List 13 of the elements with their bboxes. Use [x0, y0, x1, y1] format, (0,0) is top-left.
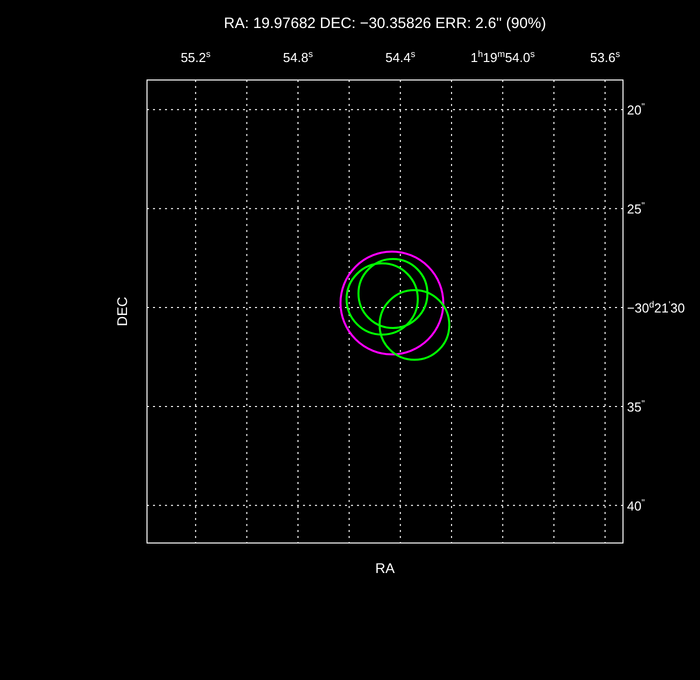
y-tick-label: −30$^{d}$21$^{'}$30	[627, 300, 685, 316]
y-tick-label: 25$^{"}$	[627, 200, 645, 217]
x-tick-label: 55.2$^{s}$	[180, 49, 212, 65]
x-tick-label: 1$^{h}$19$^{m}$54.0$^{s}$	[470, 49, 536, 65]
y-tick-label: 35$^{"}$	[627, 398, 645, 414]
chart-title: RA: 19.97682 DEC: −30.35826 ERR: 2.6'' (90%)	[224, 15, 546, 32]
x-tick-label: 53.6$^{s}$	[590, 49, 620, 65]
y-tick-label: 40$^{"}$	[627, 497, 645, 514]
y-tick-label: 20$^{"}$	[627, 102, 645, 118]
x-tick-label: 54.8$^{s}$	[283, 49, 314, 65]
x-tick-label: 54.4$^{s}$	[385, 49, 416, 65]
y-axis-title: DEC	[114, 296, 130, 326]
x-axis-title: RA	[375, 560, 396, 576]
